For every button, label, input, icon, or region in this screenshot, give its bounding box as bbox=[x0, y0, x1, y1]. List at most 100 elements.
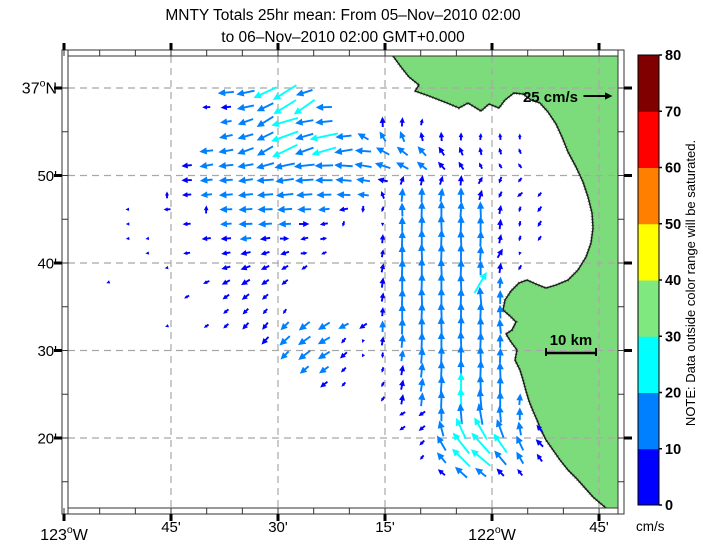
arrow-head bbox=[181, 192, 188, 198]
current-vector bbox=[201, 235, 211, 242]
current-vector bbox=[498, 176, 503, 184]
title-line2: to 06–Nov–2010 02:00 GMT+0.000 bbox=[221, 29, 465, 46]
arrow-shaft bbox=[497, 423, 505, 438]
current-vector bbox=[477, 189, 484, 201]
arrow-head bbox=[438, 175, 444, 182]
current-vector bbox=[477, 215, 485, 233]
arrow-head bbox=[436, 452, 445, 461]
colorbar-segment bbox=[638, 223, 659, 281]
arrow-head bbox=[283, 235, 290, 242]
arrow-head bbox=[437, 406, 445, 414]
current-vector bbox=[437, 406, 445, 422]
current-vector bbox=[380, 396, 386, 402]
current-vector bbox=[280, 250, 290, 256]
current-vector bbox=[199, 176, 213, 184]
arrow-head bbox=[496, 290, 504, 298]
current-vector bbox=[518, 235, 522, 242]
y-tick-label: 50' bbox=[37, 168, 57, 185]
arrow-shaft bbox=[314, 132, 339, 140]
current-vector bbox=[379, 336, 386, 346]
current-vector bbox=[237, 133, 254, 141]
current-vector bbox=[257, 205, 273, 213]
arrow-head bbox=[478, 132, 483, 138]
current-vector bbox=[298, 335, 311, 346]
arrow-shaft bbox=[455, 451, 471, 468]
current-vector bbox=[418, 362, 426, 378]
arrow-head bbox=[221, 279, 228, 285]
arrow-head bbox=[261, 294, 268, 300]
axis-major-tick bbox=[624, 349, 632, 352]
current-vector bbox=[125, 207, 130, 212]
arrow-head bbox=[437, 273, 445, 281]
current-vector bbox=[496, 391, 504, 408]
current-vector bbox=[256, 102, 274, 112]
arrow-head bbox=[437, 243, 446, 252]
current-vector bbox=[321, 251, 327, 255]
current-vector bbox=[437, 390, 446, 408]
arrow-head bbox=[238, 205, 247, 213]
current-vector bbox=[457, 273, 465, 292]
title-line1: MNTY Totals 25hr mean: From 05–Nov–2010 … bbox=[165, 7, 521, 24]
arrow-head bbox=[374, 161, 384, 169]
current-vector bbox=[496, 405, 504, 423]
arrow-head bbox=[220, 235, 228, 242]
arrow-head bbox=[418, 302, 426, 311]
current-vector bbox=[281, 264, 289, 270]
arrow-head bbox=[280, 323, 288, 331]
current-vector bbox=[496, 290, 504, 304]
arrow-head bbox=[218, 191, 227, 199]
current-vector bbox=[398, 349, 406, 362]
arrow-head bbox=[399, 379, 405, 387]
arrow-shaft bbox=[260, 115, 274, 126]
colorbar-segment bbox=[638, 111, 659, 168]
arrow-head bbox=[220, 220, 228, 228]
current-vector bbox=[183, 251, 191, 256]
arrow-head bbox=[379, 277, 386, 284]
arrow-head bbox=[437, 331, 445, 340]
arrow-head bbox=[256, 191, 265, 199]
current-vector bbox=[199, 147, 214, 155]
current-vector bbox=[295, 132, 314, 141]
arrow-head bbox=[497, 248, 503, 256]
current-vector bbox=[518, 206, 522, 213]
arrow-head bbox=[478, 176, 483, 183]
current-vector bbox=[354, 161, 372, 169]
arrow-head bbox=[494, 450, 502, 459]
arrow-head bbox=[262, 323, 268, 330]
current-vector bbox=[497, 204, 503, 215]
arrow-head bbox=[498, 132, 503, 138]
arrow-head bbox=[437, 375, 446, 384]
colorbar-tick-label: 50 bbox=[665, 217, 681, 233]
current-vector bbox=[279, 235, 290, 242]
current-vector bbox=[253, 86, 277, 99]
arrow-head bbox=[298, 352, 307, 361]
axis-major-tick bbox=[276, 43, 280, 50]
arrow-head bbox=[496, 318, 504, 327]
current-vector bbox=[341, 220, 346, 227]
current-vector bbox=[377, 177, 388, 184]
current-vector bbox=[299, 365, 310, 374]
current-vector bbox=[272, 84, 297, 100]
arrow-head bbox=[275, 191, 284, 199]
arrow-shaft bbox=[298, 163, 315, 168]
current-vector bbox=[240, 264, 251, 271]
arrow-head bbox=[438, 146, 445, 154]
arrow-shaft bbox=[279, 162, 296, 168]
arrow-head bbox=[517, 192, 522, 198]
colorbar-tick-label: 60 bbox=[665, 161, 681, 177]
arrow-head bbox=[381, 368, 385, 373]
current-vector bbox=[339, 351, 348, 359]
arrow-head bbox=[475, 467, 484, 476]
axis-major-tick bbox=[490, 43, 494, 50]
arrow-head bbox=[457, 215, 465, 223]
axis-major-tick bbox=[276, 514, 280, 521]
current-vector bbox=[335, 132, 352, 141]
frame-band-right bbox=[617, 49, 625, 515]
current-vector bbox=[477, 260, 485, 276]
arrow-head bbox=[379, 292, 386, 299]
arrow-head bbox=[253, 91, 262, 99]
map-frame bbox=[54, 43, 632, 521]
arrow-shaft bbox=[276, 117, 299, 126]
arrow-shaft bbox=[257, 86, 277, 97]
arrow-head bbox=[237, 176, 246, 184]
